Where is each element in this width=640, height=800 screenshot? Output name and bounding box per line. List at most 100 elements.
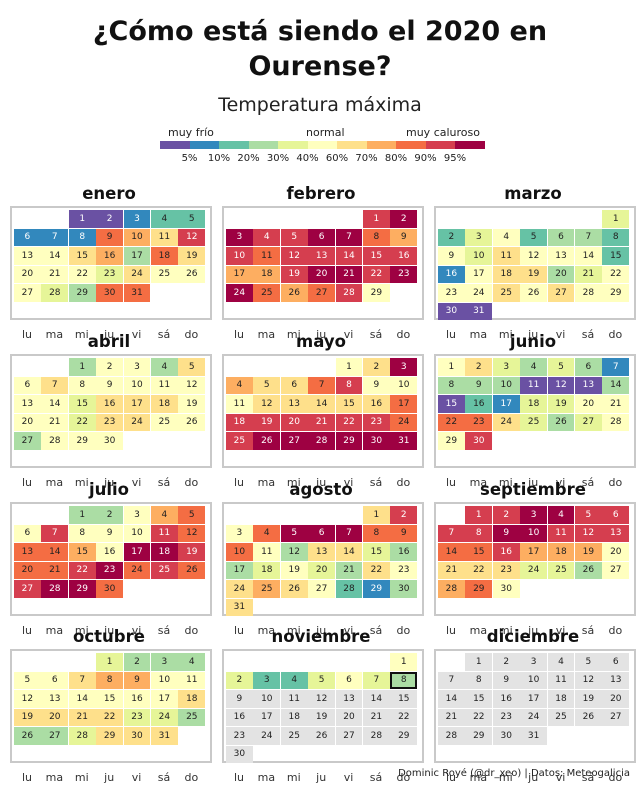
day-cell: 23 — [96, 561, 123, 580]
day-cell: 20 — [308, 561, 335, 580]
day-cell: 17 — [151, 690, 178, 708]
month-title: marzo — [504, 184, 562, 203]
day-cell: 11 — [253, 247, 281, 265]
day-cell: 26 — [14, 727, 41, 745]
day-cell: 21 — [308, 413, 335, 432]
day-cell: 1 — [68, 210, 96, 228]
day-cell: 2 — [363, 358, 390, 376]
day-cell: 18 — [492, 265, 520, 284]
weekday-label: lu — [233, 476, 245, 489]
day-cell: 27 — [14, 580, 41, 598]
legend-percentile-label: 5% — [181, 153, 198, 164]
day-cell: 4 — [151, 506, 178, 524]
day-cell: 19 — [253, 413, 281, 432]
day-cell: 26 — [547, 413, 575, 432]
day-cell: 12 — [280, 247, 308, 265]
day-cell: 24 — [123, 413, 151, 432]
day-cell: 15 — [335, 395, 363, 413]
day-cell: 31 — [151, 727, 178, 745]
day-cell: 16 — [226, 708, 253, 727]
day-cell: 23 — [390, 561, 418, 580]
day-cell: 24 — [390, 413, 418, 432]
month-title: septiembre — [480, 480, 586, 499]
day-cell: 22 — [438, 413, 465, 432]
day-cell: 23 — [363, 413, 390, 432]
weekday-label: vi — [131, 624, 142, 637]
day-cell: 6 — [308, 228, 335, 247]
weekday-label: do — [608, 771, 623, 784]
day-cell: 22 — [363, 265, 390, 284]
day-cell: 16 — [363, 395, 390, 413]
weekday-label: lu — [21, 328, 33, 341]
day-cell: 28 — [602, 413, 630, 432]
weekday-label: lu — [445, 771, 457, 784]
day-cell: 10 — [123, 524, 151, 543]
day-cell: 30 — [96, 432, 123, 450]
day-cell: 7 — [438, 671, 465, 690]
weekday-label: lu — [445, 476, 457, 489]
day-cell: 12 — [308, 690, 335, 708]
day-cell: 15 — [465, 543, 493, 561]
day-cell: 24 — [520, 561, 547, 580]
weekday-label: mi — [286, 328, 301, 341]
day-cell: 10 — [226, 543, 253, 561]
day-cell: 2 — [465, 358, 493, 376]
day-cell: 23 — [96, 413, 123, 432]
day-cell: 14 — [335, 543, 363, 561]
day-cell: 27 — [335, 727, 363, 745]
day-cell: 6 — [14, 228, 41, 247]
day-cell: 9 — [465, 376, 493, 395]
day-cell: 16 — [390, 543, 418, 561]
day-cell: 25 — [253, 284, 281, 302]
weekday-label: lu — [233, 624, 245, 637]
day-cell: 5 — [178, 506, 206, 524]
day-cell: 6 — [14, 524, 41, 543]
day-cell: 9 — [492, 671, 520, 690]
day-cell: 13 — [14, 395, 41, 413]
weekday-label: ma — [257, 476, 276, 489]
day-cell: 13 — [602, 524, 630, 543]
day-cell: 21 — [438, 708, 465, 727]
day-cell: 5 — [253, 376, 281, 395]
weekday-label: lu — [445, 328, 457, 341]
weekday-label: vi — [131, 328, 142, 341]
day-cell: 1 — [363, 506, 390, 524]
weekday-label: ju — [316, 328, 327, 341]
day-cell: 23 — [96, 265, 123, 284]
day-cell: 9 — [492, 524, 520, 543]
weekday-label: do — [184, 476, 199, 489]
day-cell: 22 — [465, 561, 493, 580]
weekday-label: vi — [131, 771, 142, 784]
day-cell: 1 — [602, 210, 630, 228]
weekday-label: mi — [498, 771, 513, 784]
legend-mid-label: normal — [306, 126, 345, 139]
day-cell: 15 — [68, 543, 96, 561]
day-cell: 17 — [520, 690, 547, 708]
day-cell: 2 — [123, 653, 151, 671]
weekday-label: do — [396, 476, 411, 489]
weekday-label: mi — [74, 476, 89, 489]
day-cell: 23 — [390, 265, 418, 284]
weekday-label: sá — [369, 624, 383, 637]
weekday-label: ma — [45, 476, 64, 489]
day-cell: 30 — [465, 432, 493, 450]
day-cell: 10 — [123, 228, 151, 247]
weekday-label: lu — [21, 476, 33, 489]
day-cell: 8 — [68, 376, 96, 395]
day-cell: 15 — [363, 543, 390, 561]
weekday-label: ju — [528, 771, 539, 784]
weekday-label: vi — [343, 328, 354, 341]
day-cell: 20 — [602, 690, 630, 708]
weekday-label: sá — [157, 476, 171, 489]
day-cell: 9 — [96, 228, 123, 247]
day-cell: 26 — [253, 432, 281, 450]
day-cell: 11 — [547, 671, 575, 690]
day-cell: 3 — [492, 358, 520, 376]
day-cell: 4 — [253, 524, 281, 543]
weekday-label: lu — [21, 624, 33, 637]
day-cell: 17 — [465, 265, 493, 284]
day-cell: 9 — [390, 228, 418, 247]
day-cell: 9 — [96, 376, 123, 395]
day-cell: 28 — [41, 284, 69, 302]
day-cell: 1 — [465, 506, 493, 524]
